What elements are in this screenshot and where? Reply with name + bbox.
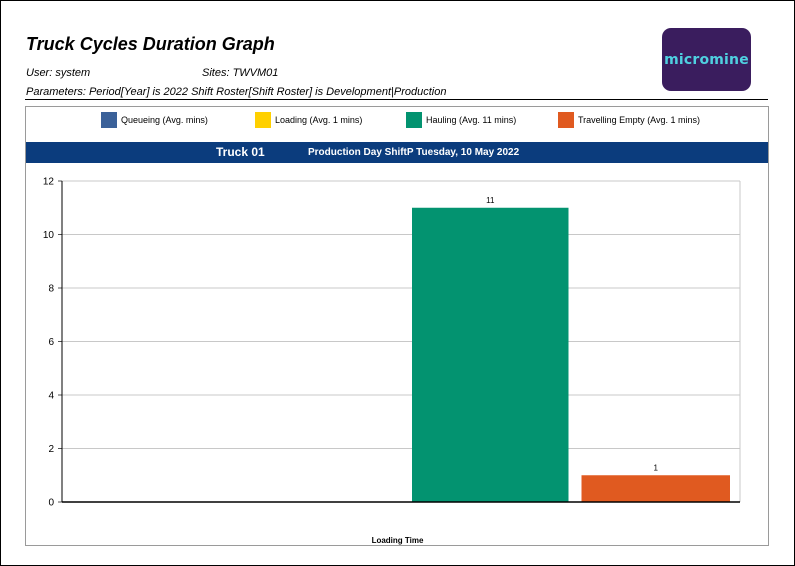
production-day-label: Production Day ShiftP Tuesday, 10 May 20…: [308, 147, 520, 158]
y-tick-label: 0: [48, 498, 54, 509]
bar-value-label-travelling-empty: 1: [654, 463, 659, 472]
micromine-logo: micromine: [662, 28, 751, 91]
truck-label: Truck 01: [216, 145, 265, 159]
y-tick-label: 12: [43, 177, 55, 188]
legend-label-queueing: Queueing (Avg. mins): [121, 115, 208, 125]
y-tick-label: 10: [43, 230, 55, 241]
header-divider: [25, 99, 768, 100]
legend-label-loading: Loading (Avg. 1 mins): [275, 115, 363, 125]
y-tick-label: 6: [48, 337, 54, 348]
logo-text: micromine: [664, 51, 749, 68]
legend-swatch-loading: [255, 112, 271, 128]
truck-header-band: [26, 142, 768, 163]
legend-label-hauling: Hauling (Avg. 11 mins): [426, 115, 517, 125]
report-title: Truck Cycles Duration Graph: [26, 34, 275, 54]
x-axis-title: Loading Time: [371, 536, 424, 545]
legend-item-loading: Loading (Avg. 1 mins): [255, 112, 362, 128]
legend-item-hauling: Hauling (Avg. 11 mins): [406, 112, 516, 128]
y-tick-label: 2: [48, 444, 54, 455]
legend-swatch-queueing: [101, 112, 117, 128]
legend-item-queueing: Queueing (Avg. mins): [101, 112, 208, 128]
bar-value-label-hauling: 11: [486, 196, 495, 205]
y-tick-label: 4: [48, 391, 54, 402]
legend-item-travelling-empty: Travelling Empty (Avg. 1 mins): [558, 112, 700, 128]
legend-label-travelling-empty: Travelling Empty (Avg. 1 mins): [578, 115, 701, 125]
parameters-label: Parameters: Period[Year] is 2022 Shift R…: [26, 86, 447, 98]
legend-swatch-hauling: [406, 112, 422, 128]
bar-hauling: [412, 207, 569, 502]
y-tick-label: 8: [48, 284, 54, 295]
legend-swatch-travelling-empty: [558, 112, 574, 128]
sites-label: Sites: TWVM01: [202, 67, 279, 79]
bar-travelling-empty: [581, 475, 730, 502]
user-label: User: system: [26, 67, 91, 79]
chart-panel: [25, 106, 769, 546]
